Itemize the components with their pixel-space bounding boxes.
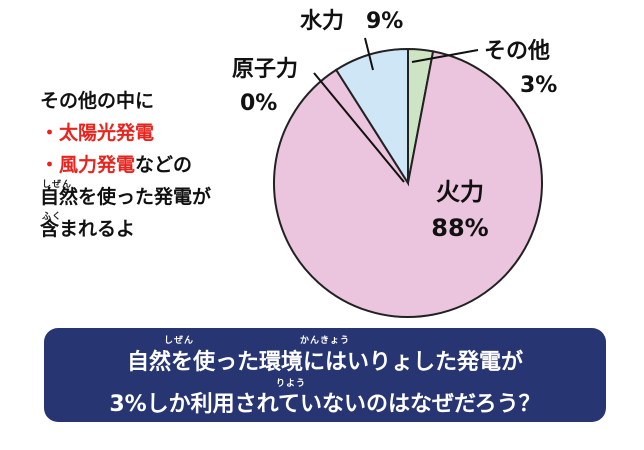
label-thermal-name: 火力 <box>436 178 484 206</box>
banner-ruby-kankyou: かんきょう <box>300 336 351 346</box>
leader-other <box>411 49 479 63</box>
explanation-note: その他の中に ・太陽光発電 ・風力発電などの しぜん 自然を使った発電が ふく … <box>40 92 290 252</box>
note-line-3-rest: などの <box>135 154 193 176</box>
banner-ruby-riyou: りよう <box>276 379 307 389</box>
label-other-name: その他 <box>484 39 550 64</box>
note-line-3-highlight: ・風力発電 <box>40 154 136 176</box>
note-line-4: しぜん 自然を使った発電が <box>40 181 290 220</box>
note-line-5-text: 含まれるよ <box>40 218 136 240</box>
note-line-4-text: 自然を使った発電が <box>40 186 212 208</box>
note-line-3: ・風力発電などの <box>40 156 290 188</box>
label-thermal-value: 88% <box>431 214 488 242</box>
leader-hydro <box>364 37 374 71</box>
pie-labels: 火力 88% 水力 9% 原子力 0% その他 3% <box>232 9 557 242</box>
banner-line-2: 3%しか利用されていないのはなぜだろう？ <box>109 392 541 417</box>
note-ruby-fuku: ふく <box>42 212 63 222</box>
banner-ruby-shizen: しぜん <box>164 336 195 346</box>
leader-nuclear <box>313 72 405 183</box>
label-other-value: 3% <box>520 73 557 98</box>
note-line-2: ・太陽光発電 <box>40 122 155 144</box>
label-nuclear-value: 0% <box>240 91 277 116</box>
note-line-1: その他の中に <box>40 90 155 112</box>
slice-hydro <box>334 47 409 187</box>
question-banner: しぜん かんきょう 自然を使った環境にはいりょした発電が りよう 3%しか利用さ… <box>44 328 606 422</box>
label-nuclear-name: 原子力 <box>232 57 298 82</box>
label-hydro-value: 9% <box>366 9 403 34</box>
label-hydro-name: 水力 <box>300 9 344 34</box>
note-line-5: ふく 含まれるよ <box>40 213 290 252</box>
banner-line-1: 自然を使った環境にはいりょした発電が <box>126 350 523 375</box>
pie-slices <box>273 47 543 318</box>
note-ruby-shizen: しぜん <box>42 180 73 190</box>
